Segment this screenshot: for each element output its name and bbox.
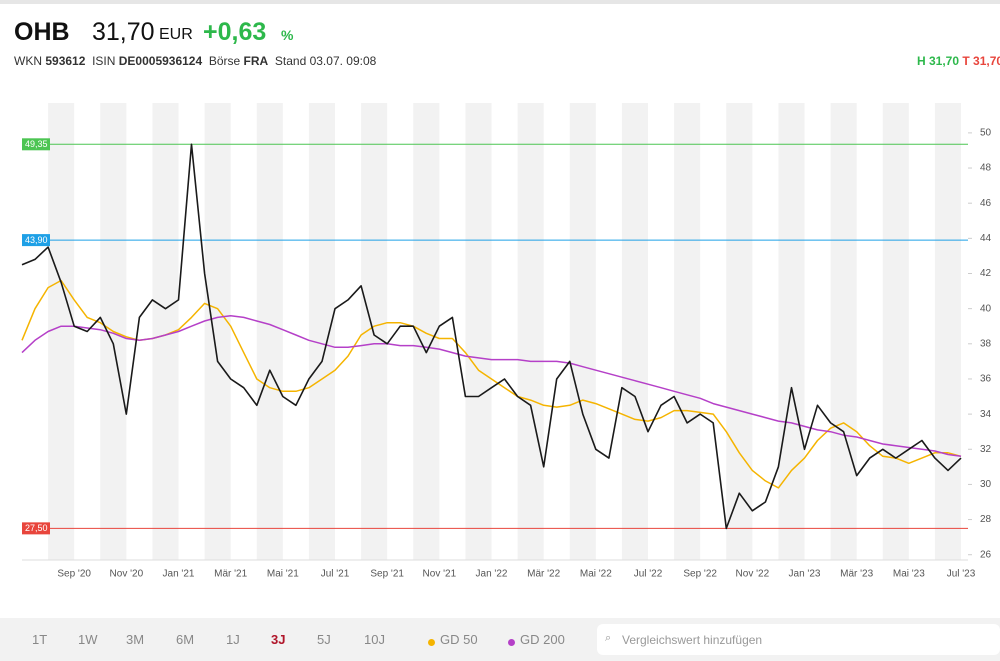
y-tick-label: 46 <box>980 198 992 209</box>
x-tick-label: Sep '20 <box>57 569 91 580</box>
chart: 26 28 30 32 34 36 38 40 42 44 46 48 50 Sep '20 Nov '20… <box>0 0 1000 600</box>
y-tick-label: 48 <box>980 163 992 174</box>
month-band <box>570 103 596 560</box>
month-band <box>309 103 335 560</box>
range-button[interactable]: 3J <box>271 632 285 647</box>
range-button[interactable]: 1W <box>78 632 98 647</box>
month-band <box>778 103 804 560</box>
x-tick-label: Mai '23 <box>893 569 925 580</box>
y-tick-label: 42 <box>980 268 992 279</box>
month-band <box>48 103 74 560</box>
controls: ⌕ Vergleichswert hinzufügen 1T 1W 3M 6M 1J 3J… <box>0 618 1000 661</box>
legend-label[interactable]: GD 50 <box>440 632 478 647</box>
x-tick-label: Mär '23 <box>840 569 873 580</box>
x-tick-label: Nov '22 <box>736 569 770 580</box>
range-button[interactable]: 6M <box>176 632 194 647</box>
month-band <box>413 103 439 560</box>
y-tick-label: 44 <box>980 233 992 244</box>
legend-dot[interactable] <box>428 639 435 646</box>
month-band <box>465 103 491 560</box>
x-tick-label: Mär '22 <box>527 569 560 580</box>
x-tick-label: Jul '21 <box>321 569 350 580</box>
range-button[interactable]: 3M <box>126 632 144 647</box>
range-button[interactable]: 10J <box>364 632 385 647</box>
y-tick-label: 38 <box>980 338 992 349</box>
range-button[interactable]: 1J <box>226 632 240 647</box>
y-tick-label: 32 <box>980 444 992 455</box>
x-tick-label: Jul '23 <box>947 569 976 580</box>
reference-label: 43,90 <box>25 235 48 245</box>
month-band <box>883 103 909 560</box>
month-band <box>257 103 283 560</box>
x-tick-label: Jul '22 <box>634 569 663 580</box>
month-band <box>674 103 700 560</box>
search-box[interactable]: ⌕ Vergleichswert hinzufügen <box>597 624 1000 655</box>
x-tick-label: Nov '20 <box>110 569 144 580</box>
x-tick-label: Jan '21 <box>163 569 195 580</box>
legend-label[interactable]: GD 200 <box>520 632 565 647</box>
y-tick-label: 50 <box>980 128 992 139</box>
x-tick-label: Mai '21 <box>267 569 299 580</box>
x-tick-label: Mär '21 <box>214 569 247 580</box>
x-tick-label: Mai '22 <box>580 569 612 580</box>
y-tick-label: 28 <box>980 514 992 525</box>
x-tick-label: Nov '21 <box>423 569 457 580</box>
x-tick-label: Jan '22 <box>476 569 508 580</box>
search-icon: ⌕ <box>605 632 611 645</box>
y-tick-label: 30 <box>980 479 992 490</box>
y-tick-label: 26 <box>980 549 992 560</box>
x-tick-label: Sep '22 <box>683 569 717 580</box>
range-button[interactable]: 1T <box>32 632 47 647</box>
month-band <box>205 103 231 560</box>
range-button[interactable]: 5J <box>317 632 331 647</box>
legend-dot[interactable] <box>508 639 515 646</box>
month-band <box>935 103 961 560</box>
x-tick-label: Sep '21 <box>370 569 404 580</box>
month-band <box>518 103 544 560</box>
reference-label: 27,50 <box>25 523 48 533</box>
month-band <box>831 103 857 560</box>
y-tick-label: 40 <box>980 303 992 314</box>
search-placeholder: Vergleichswert hinzufügen <box>622 633 762 647</box>
month-band <box>726 103 752 560</box>
x-tick-label: Jan '23 <box>789 569 821 580</box>
month-band <box>622 103 648 560</box>
y-tick-label: 34 <box>980 409 992 420</box>
reference-label: 49,35 <box>25 139 48 149</box>
y-tick-label: 36 <box>980 374 992 385</box>
